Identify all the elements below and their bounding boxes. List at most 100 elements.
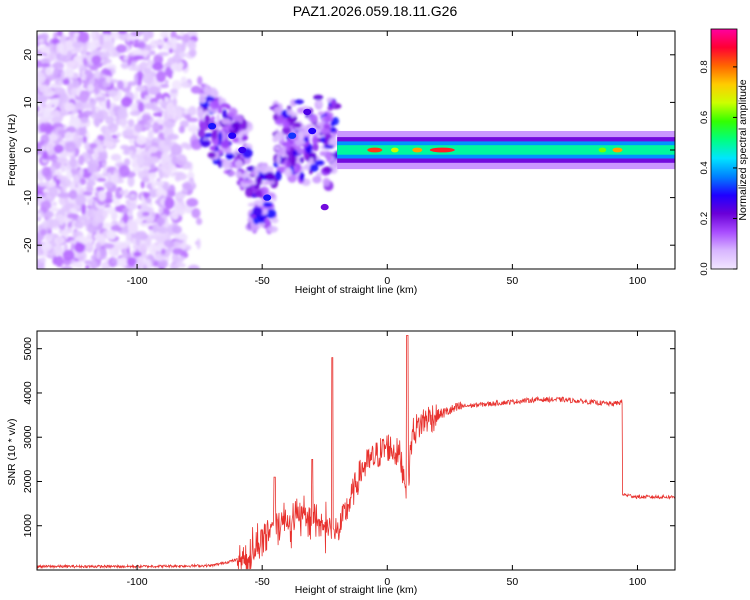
spectrogram-noise-blob xyxy=(111,257,117,264)
spectrogram-noise-blob xyxy=(142,169,149,177)
spectrogram-noise-blob xyxy=(145,237,152,247)
spectrogram-noise-blob xyxy=(60,161,66,173)
spectrogram-noise-blob xyxy=(82,135,88,144)
spectrogram-noise-blob xyxy=(116,132,122,137)
spectrogram-noise-blob xyxy=(188,48,197,57)
spectrogram-transition-blob xyxy=(243,171,250,177)
spectrogram-noise-blob xyxy=(107,90,119,96)
spectrogram-noise-blob xyxy=(73,174,80,186)
spectrogram-noise-blob xyxy=(123,158,131,167)
spectrogram-noise-blob xyxy=(106,98,111,110)
spectrogram-transition-blob xyxy=(320,127,331,134)
spectrogram-noise-blob xyxy=(188,106,197,116)
spectrogram-noise-blob xyxy=(164,96,169,103)
spectrogram-noise-blob xyxy=(160,161,168,173)
spectrogram-noise-blob xyxy=(168,73,173,79)
spectrogram-noise-blob xyxy=(112,172,119,185)
spectrogram-transition-blob xyxy=(217,106,223,114)
chart-title: PAZ1.2026.059.18.11.G26 xyxy=(293,3,458,19)
spectrogram-noise-blob xyxy=(111,127,118,132)
spectrogram-noise-blob xyxy=(66,213,79,219)
spectrogram-noise-blob xyxy=(164,197,175,210)
colorbar-tick-label: 0.0 xyxy=(699,262,710,275)
spectrogram-noise-blob xyxy=(149,97,158,104)
spectrogram-noise-blob xyxy=(83,110,93,116)
spectrogram-transition-blob xyxy=(303,152,309,160)
spectrogram-ytick-label: -20 xyxy=(22,237,34,252)
spectrogram-noise-blob xyxy=(57,80,63,87)
spectrogram-noise-blob xyxy=(155,180,165,187)
spectrogram-transition-blob xyxy=(286,160,291,169)
spectrogram-noise-blob xyxy=(117,89,123,100)
spectrogram-transition-blob xyxy=(255,176,263,186)
spectrogram-transition-blob xyxy=(257,162,266,173)
spectrogram-transition-blob xyxy=(235,171,242,178)
spectrogram-noise-blob xyxy=(117,118,128,126)
spectrogram-noise-blob xyxy=(64,67,75,77)
spectrogram-noise-blob xyxy=(158,206,164,215)
spectrogram-noise-blob xyxy=(101,161,107,167)
spectrogram-noise-blob xyxy=(96,249,101,260)
spectrogram-noise-blob xyxy=(143,67,152,75)
spectrogram-xtick-label: 100 xyxy=(629,275,647,287)
spectrogram-noise-blob xyxy=(85,242,94,253)
spectrogram-noise-blob xyxy=(180,81,191,88)
spectrogram-transition-blob xyxy=(312,176,322,184)
spectrogram-transition-blob xyxy=(247,217,253,223)
spectrogram-noise-blob xyxy=(41,166,51,178)
spectrogram-noise-blob xyxy=(127,119,135,127)
spectrogram-transition-blob xyxy=(242,179,253,184)
spectrogram-noise-blob xyxy=(117,257,129,268)
spectrogram-noise-blob xyxy=(94,69,101,79)
spectrogram-transition-blob xyxy=(264,218,270,224)
spectrogram-noise-blob xyxy=(162,189,168,198)
spectrogram-noise-blob xyxy=(104,191,113,201)
spectrogram-noise-blob xyxy=(109,79,119,84)
spectrogram-transition-blob xyxy=(309,157,314,163)
spectrogram-noise-blob xyxy=(148,61,153,70)
spectrogram-transition-blob xyxy=(245,187,254,198)
spectrogram-noise-blob xyxy=(122,213,129,224)
spectrogram-transition-blob xyxy=(322,166,333,173)
spectrogram-noise-blob xyxy=(163,239,175,248)
spectrogram-noise-blob xyxy=(163,110,168,121)
spectrogram-noise-blob xyxy=(64,141,77,153)
spectrogram-noise-blob xyxy=(147,129,154,141)
spectrogram-noise-blob xyxy=(151,178,156,190)
spectrogram-noise-blob xyxy=(169,263,179,269)
spectrogram-noise-blob xyxy=(171,42,177,51)
spectrogram-transition-blob xyxy=(297,107,305,114)
spectrogram-noise-blob xyxy=(71,133,79,142)
spectrogram-transition-blob xyxy=(285,141,291,152)
spectrogram-noise-blob xyxy=(190,85,202,94)
spectrogram-noise-blob xyxy=(43,125,55,132)
spectrogram-noise-blob xyxy=(130,193,136,199)
spectrogram-noise-blob xyxy=(76,250,87,262)
spectrogram-transition-blob xyxy=(297,130,305,141)
spectrogram-noise-blob xyxy=(142,211,150,216)
spectrogram-transition-blob xyxy=(238,130,244,140)
spectrogram-noise-blob xyxy=(37,194,44,205)
spectrogram-noise-blob xyxy=(181,182,192,189)
spectrogram-noise-blob xyxy=(64,131,74,143)
spectrogram-noise-blob xyxy=(120,62,129,70)
spectrogram-noise-blob xyxy=(119,189,125,195)
snr-ylabel: SNR (10 * v/v) xyxy=(6,418,18,485)
spectrogram-noise-blob xyxy=(122,248,128,258)
spectrogram-noise-blob xyxy=(152,106,162,112)
spectrogram-carrier-peak xyxy=(367,147,383,153)
spectrogram-noise-blob xyxy=(146,183,153,188)
spectrogram-noise-blob xyxy=(102,243,115,249)
spectrogram-noise-blob xyxy=(177,108,183,121)
spectrogram-noise-blob xyxy=(81,203,87,215)
spectrogram-xtick-label: -50 xyxy=(255,275,270,287)
spectrogram-noise-blob xyxy=(145,197,152,204)
spectrogram-noise-blob xyxy=(117,244,128,250)
spectrogram-noise-blob xyxy=(141,49,150,55)
spectrogram-noise-blob xyxy=(74,242,85,253)
spectrogram-transition-blob xyxy=(225,152,233,161)
spectrogram-transition-blob xyxy=(282,120,290,129)
spectrogram-noise-blob xyxy=(160,152,170,164)
spectrogram-noise-blob xyxy=(62,78,70,86)
